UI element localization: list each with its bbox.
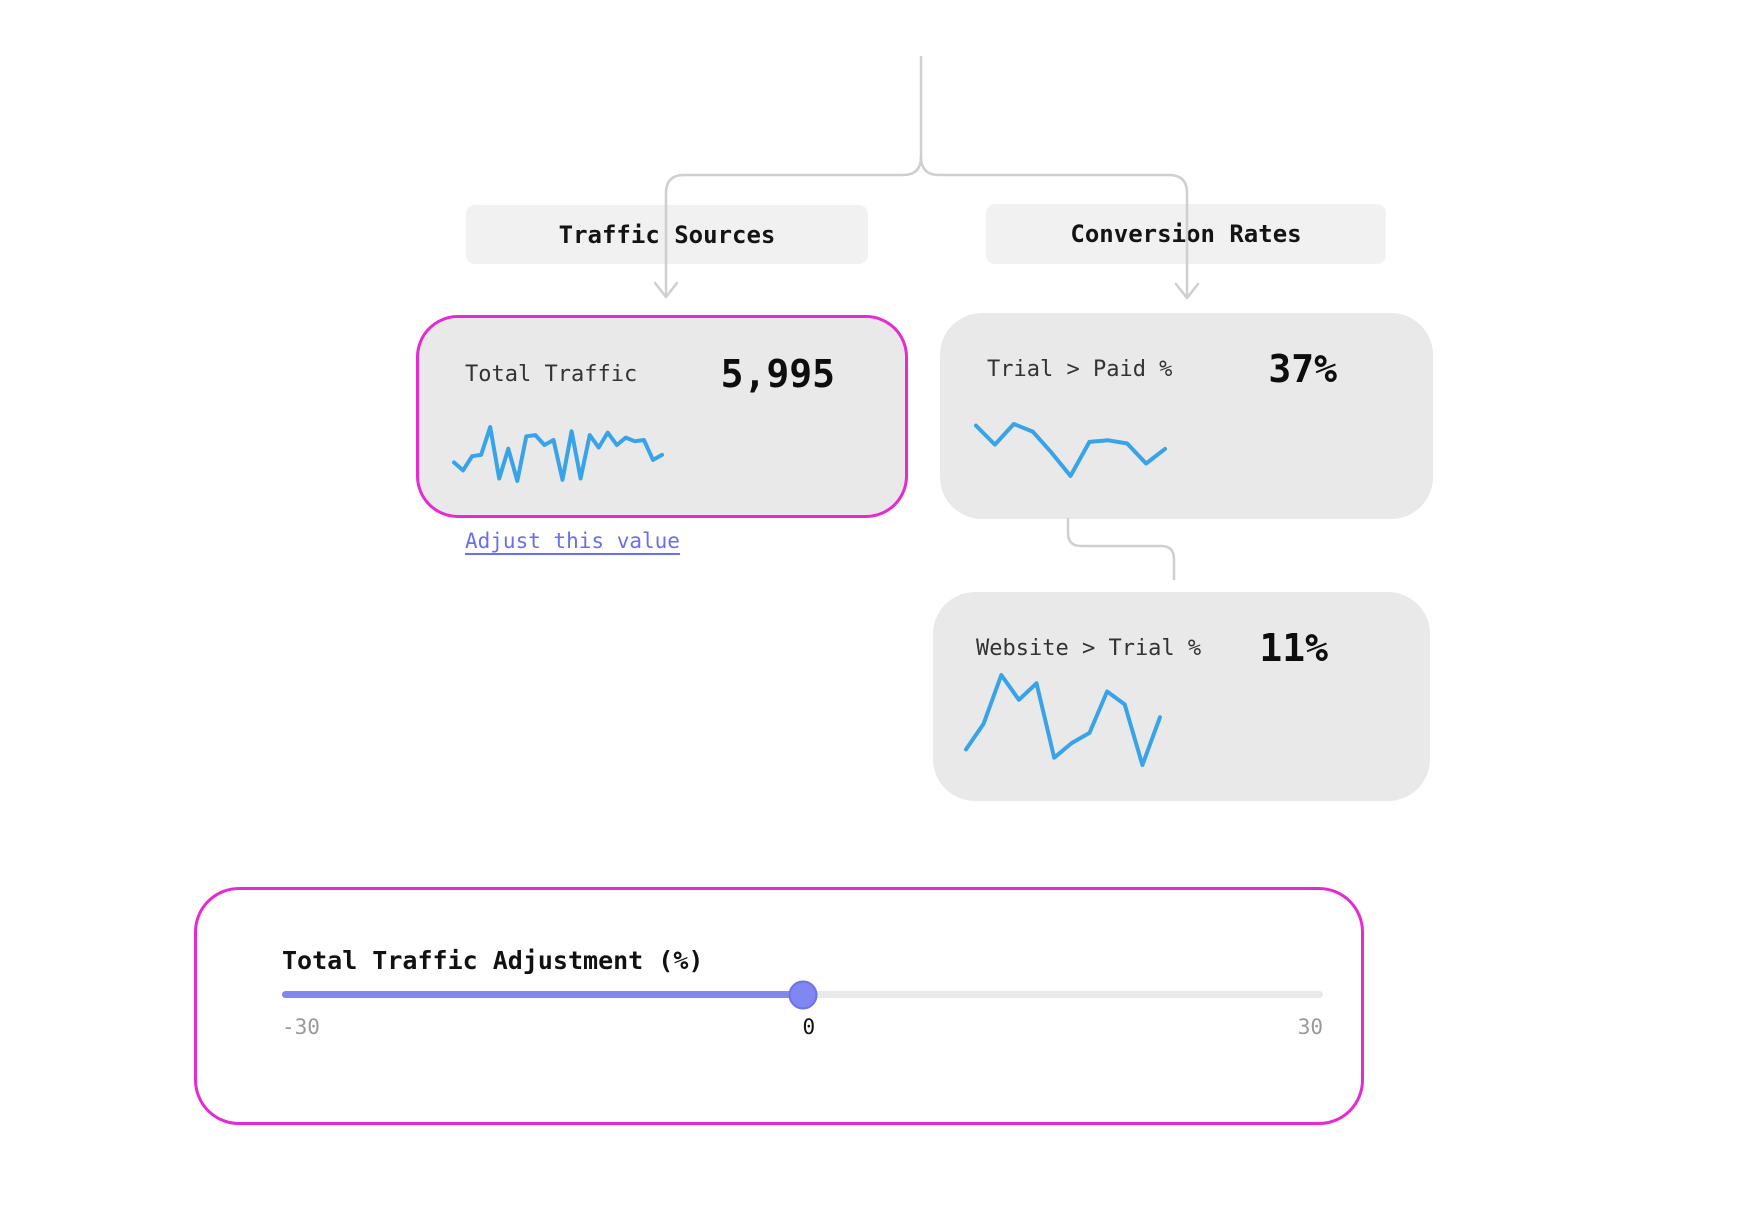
metric-value: 11% [1259, 626, 1328, 670]
metric-card-total-traffic[interactable]: Total Traffic 5,995 [416, 315, 908, 518]
trial-paid-sparkline [974, 422, 1167, 478]
adjust-value-link[interactable]: Adjust this value [465, 529, 680, 553]
metric-card-trial-paid[interactable]: Trial > Paid % 37% [940, 313, 1433, 519]
slider-tick-labels: -30 0 30 [282, 1015, 1323, 1039]
metric-value: 37% [1268, 347, 1337, 391]
card-header-row: Trial > Paid % 37% [987, 341, 1337, 397]
total-traffic-sparkline [452, 425, 664, 483]
metric-value: 5,995 [720, 352, 835, 396]
group-label-conversion-rates: Conversion Rates [986, 204, 1386, 264]
group-label-traffic-sources: Traffic Sources [466, 205, 868, 264]
metric-label: Website > Trial % [976, 635, 1202, 661]
slider-panel-title: Total Traffic Adjustment (%) [282, 946, 704, 975]
metric-card-website-trial[interactable]: Website > Trial % 11% [933, 592, 1430, 801]
slider-panel: Total Traffic Adjustment (%) -30 0 30 [194, 887, 1364, 1125]
group-label-text: Traffic Sources [558, 220, 776, 249]
slider-current-value-label: 0 [802, 1015, 816, 1039]
slider-fill [282, 991, 803, 998]
arrow-down-icon [653, 281, 679, 299]
metric-label: Trial > Paid % [987, 356, 1173, 382]
slider-max-label: 30 [1297, 1015, 1323, 1039]
card-header-row: Total Traffic 5,995 [465, 346, 835, 402]
slider-thumb[interactable] [788, 980, 817, 1009]
metric-label: Total Traffic [465, 361, 638, 387]
slider-track[interactable] [282, 980, 1323, 1009]
trial-to-website-connector [1066, 517, 1176, 581]
card-header-row: Website > Trial % 11% [976, 620, 1328, 676]
website-trial-sparkline [964, 673, 1162, 767]
slider-min-label: -30 [282, 1015, 320, 1039]
arrow-down-icon [1174, 282, 1200, 300]
group-label-text: Conversion Rates [1070, 220, 1302, 248]
